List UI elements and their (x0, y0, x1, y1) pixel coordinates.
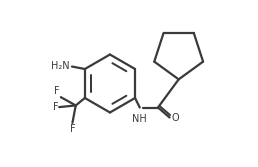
Text: H₂N: H₂N (51, 61, 70, 71)
Text: F: F (70, 124, 75, 134)
Text: F: F (53, 102, 58, 112)
Text: F: F (54, 86, 60, 96)
Text: NH: NH (132, 114, 147, 124)
Text: O: O (172, 113, 179, 123)
